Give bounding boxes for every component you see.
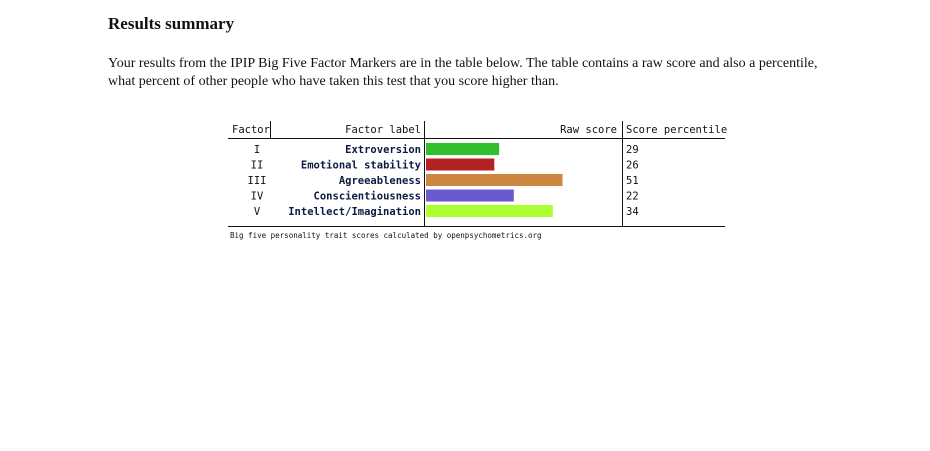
- factor-numeral: III: [248, 175, 267, 187]
- factor-label: Extroversion: [345, 144, 421, 156]
- score-percentile: 26: [626, 160, 639, 172]
- page-title: Results summary: [108, 14, 235, 33]
- score-bar: [426, 143, 500, 155]
- score-percentile: 22: [626, 191, 639, 203]
- score-bar: [426, 174, 563, 186]
- score-bar: [426, 205, 553, 217]
- results-chart: Factor Factor label Raw score Score perc…: [228, 118, 728, 244]
- factor-label: Intellect/Imagination: [288, 206, 421, 218]
- score-percentile: 29: [626, 144, 639, 156]
- header-factor: Factor: [232, 124, 270, 136]
- factor-numeral: V: [254, 206, 261, 218]
- header-raw-score: Raw score: [560, 124, 617, 136]
- score-percentile: 34: [626, 206, 639, 218]
- chart-caption: Big five personality trait scores calcul…: [230, 231, 542, 240]
- factor-numeral: II: [251, 160, 264, 172]
- score-bar: [426, 189, 514, 202]
- results-chart-svg: Factor Factor label Raw score Score perc…: [228, 121, 727, 240]
- score-bar: [426, 158, 495, 171]
- score-percentile: 51: [626, 175, 639, 187]
- intro-paragraph: Your results from the IPIP Big Five Fact…: [108, 56, 818, 89]
- factor-label: Emotional stability: [301, 160, 422, 172]
- header-factor-label: Factor label: [345, 124, 421, 136]
- factor-label: Agreeableness: [339, 175, 421, 187]
- factor-label: Conscientiousness: [314, 191, 421, 203]
- chart-rows: I Extroversion 29 II Emotional stability 26 II…: [248, 143, 639, 218]
- header-score-percentile: Score percentile: [626, 124, 727, 136]
- factor-numeral: IV: [251, 191, 264, 203]
- factor-numeral: I: [254, 144, 260, 156]
